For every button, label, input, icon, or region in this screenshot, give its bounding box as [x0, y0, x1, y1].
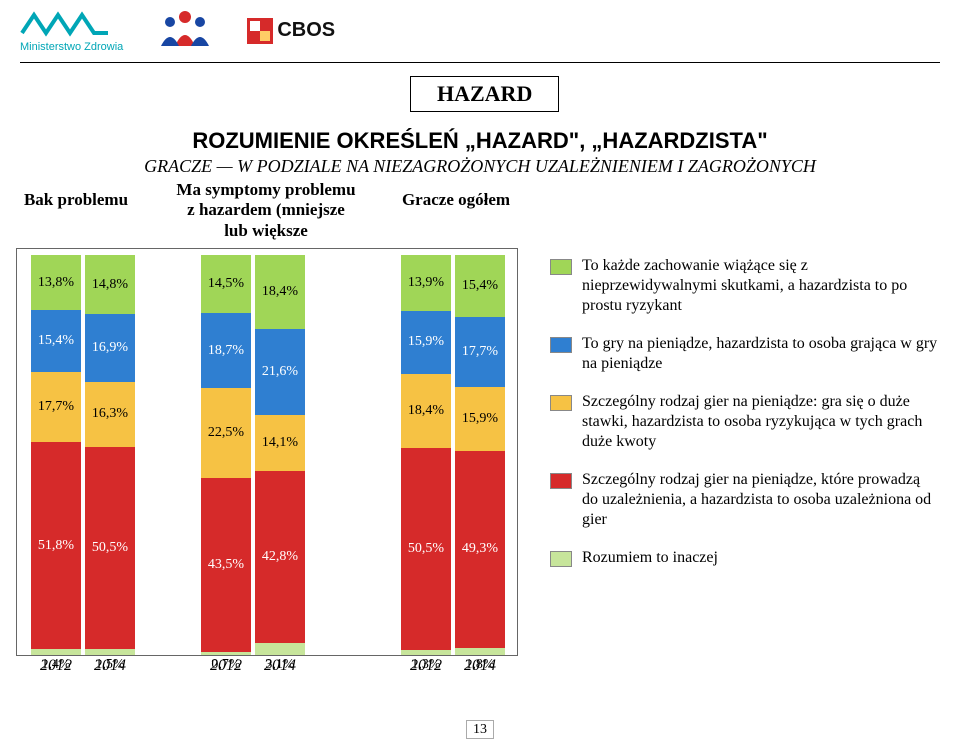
- legend-item-3: Szczególny rodzaj gier na pieniądze, któ…: [550, 470, 940, 530]
- chart-legend: To każde zachowanie wiążące się z nieprz…: [550, 256, 940, 586]
- bar-3-seg-1: 42,8%: [255, 471, 305, 642]
- legend-swatch-2: [550, 395, 572, 411]
- logo-ministerstwo-zdrowia: Ministerstwo Zdrowia: [20, 9, 123, 53]
- bar-2-seg-4: 14,5%: [201, 255, 251, 313]
- bar-0-seg-4: 13,8%: [31, 255, 81, 310]
- legend-text-3: Szczególny rodzaj gier na pieniądze, któ…: [582, 470, 940, 530]
- bar-2-seg-3: 18,7%: [201, 313, 251, 388]
- bar-0-seg-0: 1,4%: [31, 649, 81, 655]
- bar-1-seg-4: 14,8%: [85, 255, 135, 314]
- bar-3: 3,1%42,8%14,1%21,6%18,4%: [255, 255, 305, 655]
- legend-item-0: To każde zachowanie wiążące się z nieprz…: [550, 256, 940, 316]
- bar-4-seg-3: 15,9%: [401, 311, 451, 375]
- mz-wave-icon: [20, 9, 110, 39]
- legend-item-2: Szczególny rodzaj gier na pieniądze: gra…: [550, 392, 940, 452]
- title-sub: GRACZE — W PODZIALE NA NIEZAGROŻONYCH UZ…: [0, 156, 960, 177]
- header-divider: [20, 62, 940, 63]
- bar-5-seg-3: 17,7%: [455, 317, 505, 388]
- legend-item-4: Rozumiem to inaczej: [550, 548, 940, 568]
- legend-text-1: To gry na pieniądze, hazardzista to osob…: [582, 334, 940, 374]
- bar-4-seg-1: 50,5%: [401, 448, 451, 650]
- bar-0-seg-1: 51,8%: [31, 442, 81, 649]
- bar-5-seg-2: 15,9%: [455, 387, 505, 451]
- bar-3-seg-4: 18,4%: [255, 255, 305, 329]
- bar-2-seg-0: 0,7%: [201, 652, 251, 655]
- bar-4-seg-0: 1,3%: [401, 650, 451, 655]
- cbos-square-icon: [247, 18, 273, 44]
- page: Ministerstwo Zdrowia CBOS: [0, 0, 960, 748]
- bar-1-seg-2: 16,3%: [85, 382, 135, 447]
- legend-text-0: To każde zachowanie wiążące się z nieprz…: [582, 256, 940, 316]
- bar-5-seg-1: 49,3%: [455, 451, 505, 648]
- bar-0-year: 2012: [31, 657, 81, 675]
- group-label-2: Ma symptomy problemu z hazardem (mniejsz…: [176, 180, 356, 241]
- bar-2: 0,7%43,5%22,5%18,7%14,5%: [201, 255, 251, 655]
- legend-swatch-0: [550, 259, 572, 275]
- mz-text: Ministerstwo Zdrowia: [20, 41, 123, 53]
- group-label-3: Gracze ogółem: [396, 190, 516, 210]
- bar-5-year: 2014: [455, 657, 505, 675]
- bar-1: 1,5%50,5%16,3%16,9%14,8%: [85, 255, 135, 655]
- page-number: 13: [0, 722, 960, 738]
- bar-0-seg-2: 17,7%: [31, 372, 81, 443]
- legend-swatch-1: [550, 337, 572, 353]
- bar-1-year: 2014: [85, 657, 135, 675]
- bar-4-seg-2: 18,4%: [401, 374, 451, 448]
- bar-3-seg-0: 3,1%: [255, 643, 305, 655]
- logos-row: Ministerstwo Zdrowia CBOS: [20, 8, 335, 53]
- bar-0: 1,4%51,8%17,7%15,4%13,8%: [31, 255, 81, 655]
- legend-swatch-3: [550, 473, 572, 489]
- bar-4-seg-4: 13,9%: [401, 255, 451, 311]
- legend-item-1: To gry na pieniądze, hazardzista to osob…: [550, 334, 940, 374]
- legend-swatch-4: [550, 551, 572, 567]
- bar-4-year: 2012: [401, 657, 451, 675]
- logo-cbos: CBOS: [247, 18, 335, 44]
- bar-3-seg-2: 14,1%: [255, 415, 305, 471]
- bar-2-seg-1: 43,5%: [201, 478, 251, 652]
- bar-5: 1,8%49,3%15,9%17,7%15,4%: [455, 255, 505, 655]
- stacked-bar-chart: 1,4%51,8%17,7%15,4%13,8%20121,5%50,5%16,…: [16, 248, 518, 656]
- title-block: ROZUMIENIE OKREŚLEŃ „HAZARD", „HAZARDZIS…: [0, 128, 960, 177]
- title-main: ROZUMIENIE OKREŚLEŃ „HAZARD", „HAZARDZIS…: [0, 128, 960, 154]
- bar-2-seg-2: 22,5%: [201, 388, 251, 478]
- bar-1-seg-3: 16,9%: [85, 314, 135, 382]
- logo-people-icon: [155, 8, 215, 53]
- bar-1-seg-0: 1,5%: [85, 649, 135, 655]
- bar-3-year: 2014: [255, 657, 305, 675]
- legend-text-4: Rozumiem to inaczej: [582, 548, 718, 568]
- bar-0-seg-3: 15,4%: [31, 310, 81, 372]
- group-label-1: Bak problemu: [16, 190, 136, 210]
- bar-3-seg-3: 21,6%: [255, 329, 305, 415]
- bar-2-year: 2012: [201, 657, 251, 675]
- page-number-value: 13: [466, 720, 494, 739]
- cbos-text: CBOS: [277, 19, 335, 42]
- bar-5-seg-0: 1,8%: [455, 648, 505, 655]
- bar-5-seg-4: 15,4%: [455, 255, 505, 317]
- bar-4: 1,3%50,5%18,4%15,9%13,9%: [401, 255, 451, 655]
- legend-text-2: Szczególny rodzaj gier na pieniądze: gra…: [582, 392, 940, 452]
- hazard-box-title: HAZARD: [410, 76, 559, 112]
- bar-1-seg-1: 50,5%: [85, 447, 135, 649]
